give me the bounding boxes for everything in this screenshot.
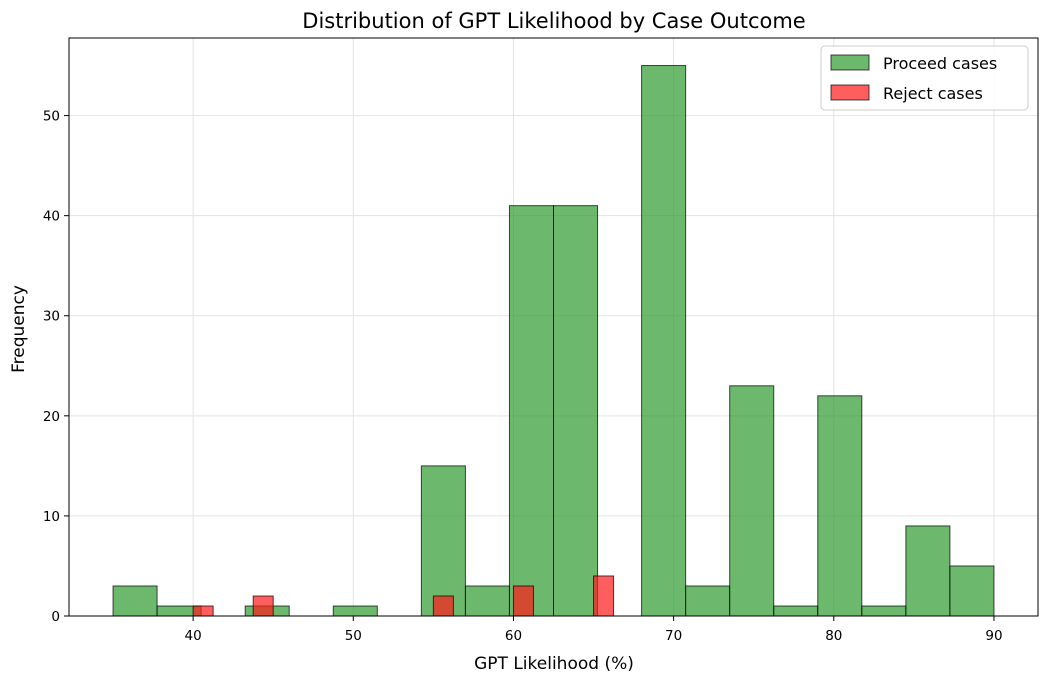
plot-frame [68, 37, 1039, 617]
bar-proceed-cases [949, 565, 995, 617]
y-axis-label: Frequency [9, 285, 29, 373]
bar-proceed-cases [420, 465, 466, 617]
bar-proceed-cases [817, 395, 863, 617]
y-tick-label: 10 [43, 509, 60, 525]
axis-ticks: 40 50 60 70 80 90 0 10 20 30 40 50 [43, 109, 1003, 644]
bar-proceed-cases [553, 205, 599, 617]
legend-swatch-proceed [830, 54, 870, 71]
bar-reject-cases [252, 595, 274, 617]
bar-proceed-cases [332, 605, 378, 617]
bar-proceed-cases [508, 205, 555, 617]
bar-proceed-cases [685, 585, 731, 617]
legend: Proceed cases Reject cases [820, 45, 1029, 111]
series-proceed-cases [112, 65, 995, 617]
bar-proceed-cases [464, 585, 510, 617]
y-tick-label: 20 [43, 409, 60, 425]
chart-title: Distribution of GPT Likelihood by Case O… [302, 9, 805, 33]
bar-proceed-cases [905, 525, 951, 617]
x-tick-label: 70 [665, 628, 682, 644]
bar-reject-cases [192, 605, 214, 617]
y-tick-label: 0 [51, 609, 60, 625]
bar-proceed-cases [729, 385, 775, 617]
x-tick-label: 60 [505, 628, 522, 644]
bars [112, 65, 995, 617]
y-tick-label: 50 [43, 109, 60, 125]
bar-proceed-cases [112, 585, 158, 617]
legend-label-reject: Reject cases [883, 84, 983, 103]
x-axis-label: GPT Likelihood (%) [474, 654, 634, 674]
bar-reject-cases [593, 575, 615, 617]
bar-proceed-cases [773, 605, 819, 617]
x-tick-label: 40 [185, 628, 202, 644]
bar-reject-cases [512, 585, 534, 617]
bar-proceed-cases [861, 605, 907, 617]
bar-proceed-cases [641, 65, 687, 617]
y-tick-label: 30 [43, 309, 60, 325]
legend-box [820, 45, 1029, 111]
bar-reject-cases [432, 595, 454, 617]
x-tick-label: 50 [345, 628, 362, 644]
x-tick-label: 90 [985, 628, 1002, 644]
legend-label-proceed: Proceed cases [883, 54, 997, 73]
legend-swatch-reject [830, 84, 870, 101]
x-tick-label: 80 [825, 628, 842, 644]
y-tick-label: 40 [43, 209, 60, 225]
